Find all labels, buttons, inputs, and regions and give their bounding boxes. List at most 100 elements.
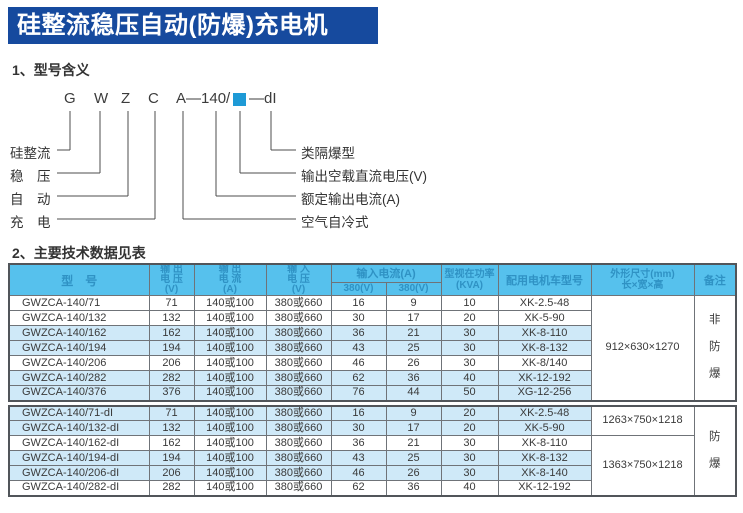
data-cell: 380或660 — [265, 355, 332, 371]
data-cell: 9 — [385, 405, 442, 421]
data-cell: 140或100 — [193, 435, 267, 451]
model-cell: GWZCA-140/71 — [8, 295, 150, 311]
data-cell: 140或100 — [193, 355, 267, 371]
model-cell: GWZCA-140/282-dI — [8, 480, 150, 496]
data-cell: XK-8-110 — [497, 435, 592, 451]
table-row: GWZCA-140/71-dI 71 140或100 380或660 16 9 20 XK-2… — [8, 405, 737, 496]
data-cell: 9 — [385, 295, 442, 311]
data-cell: 44 — [385, 385, 442, 401]
data-cell: 132 — [148, 310, 195, 326]
data-cell: 43 — [330, 340, 387, 356]
col-header-model: 型 号 — [8, 263, 150, 296]
data-cell: 25 — [385, 340, 442, 356]
data-cell: 26 — [385, 465, 442, 481]
data-cell: 36 — [330, 325, 387, 341]
table-row: GWZCA-140/206 206 140或100 380或660 46 26 30 XK-8… — [8, 355, 736, 371]
spec-table-area: 型 号 输 出 电 压 (V) 输 出 电 流 (A) 输 入 电 压 (V) … — [8, 263, 737, 497]
model-cell: GWZCA-140/162 — [8, 325, 150, 341]
diagram-label-charging: 充 电 — [10, 215, 51, 230]
data-cell: 30 — [330, 420, 387, 436]
data-cell: 140或100 — [193, 340, 267, 356]
table-row: GWZCA-140/71 71 140或100 380或660 16 9 10 XK-2.5-… — [8, 295, 737, 401]
model-cell: GWZCA-140/206 — [8, 355, 150, 371]
data-cell: 17 — [385, 420, 442, 436]
spec-table-group-2: GWZCA-140/71-dI 71 140或100 380或660 16 9 20 XK-2… — [8, 404, 737, 497]
data-cell: 21 — [385, 325, 442, 341]
diagram-label-flameproof-type: 类隔爆型 — [301, 146, 355, 161]
data-cell: 162 — [148, 435, 195, 451]
dimensions-cell: 912×630×1270 — [590, 295, 695, 401]
diagram-label-silicon-rectifier: 硅整流 — [10, 146, 51, 161]
data-cell: 16 — [330, 295, 387, 311]
col-header-motor-car-model: 配用电机车型号 — [497, 263, 592, 296]
table-row: GWZCA-140/282 282 140或100 380或660 62 36 40 XK-1… — [8, 370, 736, 386]
page-title: 硅整流稳压自动(防爆)充电机 — [8, 7, 378, 44]
data-cell: XK-5-90 — [497, 310, 592, 326]
data-cell: 380或660 — [265, 370, 332, 386]
remark-cell: 非 防 爆 — [693, 295, 737, 401]
data-cell: 376 — [148, 385, 195, 401]
data-cell: 132 — [148, 420, 195, 436]
col-subheader-380v-2: 380(V) — [385, 281, 442, 297]
model-cell: GWZCA-140/71-dI — [8, 405, 150, 421]
data-cell: 282 — [148, 480, 195, 496]
data-cell: 140或100 — [193, 450, 267, 466]
data-cell: 194 — [148, 340, 195, 356]
data-cell: 30 — [440, 355, 499, 371]
table-row: GWZCA-140/162-dI 162 140或100 380或660 36 21 30 X… — [8, 435, 736, 496]
data-cell: 10 — [440, 295, 499, 311]
dimensions-cell: 1263×750×1218 — [590, 405, 695, 436]
remark-cell: 防 爆 — [693, 405, 737, 496]
data-cell: 30 — [440, 435, 499, 451]
model-cell: GWZCA-140/206-dI — [8, 465, 150, 481]
data-cell: 282 — [148, 370, 195, 386]
data-cell: 46 — [330, 355, 387, 371]
col-header-input-current: 输入电流(A) — [330, 263, 442, 283]
model-cell: GWZCA-140/132-dI — [8, 420, 150, 436]
model-code-letter: W — [94, 90, 109, 107]
data-cell: 140或100 — [193, 385, 267, 401]
dimensions-cell: 1363×750×1218 — [590, 435, 695, 496]
data-cell: 140或100 — [193, 370, 267, 386]
data-cell: XK-2.5-48 — [497, 405, 592, 421]
data-cell: 40 — [440, 370, 499, 386]
spec-table-group-1: 型 号 输 出 电 压 (V) 输 出 电 流 (A) 输 入 电 压 (V) … — [8, 263, 737, 402]
model-code-letter: Z — [121, 90, 131, 107]
model-cell: GWZCA-140/376 — [8, 385, 150, 401]
data-cell: 380或660 — [265, 465, 332, 481]
data-cell: XK-8-132 — [497, 340, 592, 356]
data-cell: 30 — [330, 310, 387, 326]
data-cell: 140或100 — [193, 310, 267, 326]
data-cell: 380或660 — [265, 450, 332, 466]
data-cell: 140或100 — [193, 465, 267, 481]
data-cell: 62 — [330, 370, 387, 386]
data-cell: 380或660 — [265, 310, 332, 326]
col-header-remark: 备注 — [693, 263, 737, 296]
data-cell: 21 — [385, 435, 442, 451]
col-subheader-380v-1: 380(V) — [330, 281, 387, 297]
model-diagram-lines — [57, 111, 296, 220]
data-cell: 140或100 — [193, 295, 267, 311]
data-cell: XK-8/140 — [497, 355, 592, 371]
data-cell: 71 — [148, 405, 195, 421]
col-header-output-voltage: 输 出 电 压 (V) — [148, 263, 195, 296]
diagram-label-voltage-stabilized: 稳 压 — [10, 169, 51, 184]
data-cell: 140或100 — [193, 480, 267, 496]
data-cell: XK-8-110 — [497, 325, 592, 341]
data-cell: 36 — [330, 435, 387, 451]
data-cell: 380或660 — [265, 435, 332, 451]
data-cell: 36 — [385, 370, 442, 386]
data-cell: 76 — [330, 385, 387, 401]
data-cell: 140或100 — [193, 420, 267, 436]
model-cell: GWZCA-140/194 — [8, 340, 150, 356]
data-cell: 62 — [330, 480, 387, 496]
model-diagram: G W Z C A—140/ —dI 硅整流 稳 压 自 动 充 电 类隔爆型 … — [0, 85, 743, 243]
data-cell: 380或660 — [265, 385, 332, 401]
data-cell: 20 — [440, 405, 499, 421]
data-cell: 20 — [440, 310, 499, 326]
model-cell: GWZCA-140/194-dI — [8, 450, 150, 466]
diagram-label-rated-output-current: 额定输出电流(A) — [301, 192, 400, 207]
table-row: GWZCA-140/132-dI 132 140或100 380或660 30 17 20 X… — [8, 420, 736, 436]
data-cell: 380或660 — [265, 325, 332, 341]
